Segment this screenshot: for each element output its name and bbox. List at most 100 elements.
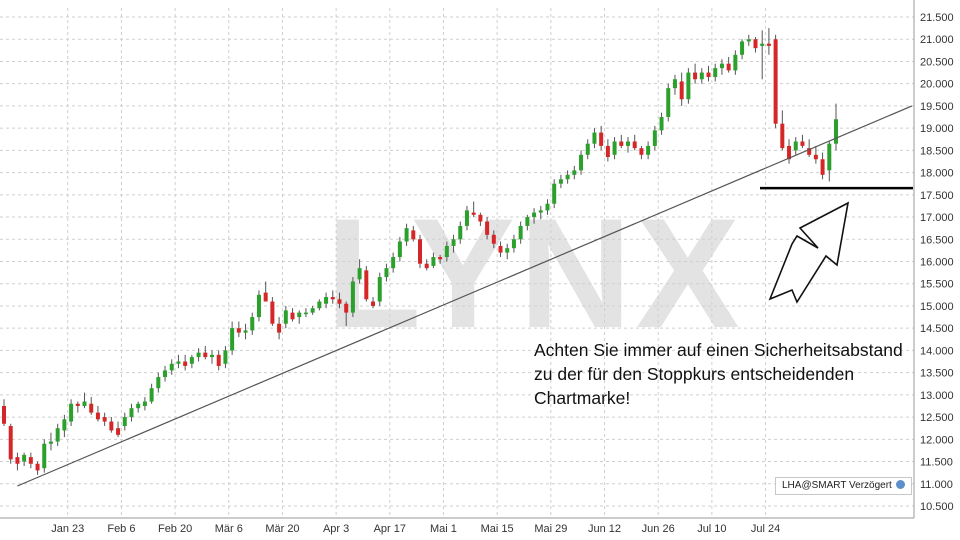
candle bbox=[458, 221, 463, 244]
candle-body bbox=[42, 443, 47, 469]
candle-body bbox=[371, 301, 376, 306]
candle bbox=[122, 412, 127, 431]
candle-body bbox=[666, 88, 671, 118]
candle-body bbox=[223, 350, 228, 364]
candle bbox=[116, 421, 121, 438]
candle bbox=[532, 208, 537, 224]
candle-body bbox=[384, 268, 389, 278]
candle bbox=[679, 72, 684, 106]
candle bbox=[646, 141, 651, 160]
candle-body bbox=[834, 119, 838, 144]
candle bbox=[344, 301, 349, 326]
annotation-line: Achten Sie immer auf einen Sicherheitsab… bbox=[534, 340, 903, 360]
y-tick-label: 15.000 bbox=[920, 301, 954, 313]
annotation-text: Achten Sie immer auf einen Sicherheitsab… bbox=[534, 338, 904, 410]
candle bbox=[230, 321, 235, 355]
candle bbox=[746, 34, 751, 46]
candle bbox=[22, 452, 27, 466]
x-axis: Jan 23 Feb 6 Feb 20 Mär 6 Mär 20 Apr 3 Apr 17 M… bbox=[51, 523, 780, 535]
candle bbox=[773, 34, 778, 129]
candle-body bbox=[391, 257, 396, 269]
candle bbox=[719, 59, 724, 75]
candle bbox=[431, 252, 436, 269]
candle bbox=[324, 292, 329, 309]
candle-body bbox=[760, 43, 765, 46]
candle-body bbox=[820, 159, 825, 175]
candle-body bbox=[532, 212, 537, 218]
candle-body bbox=[659, 117, 664, 131]
data-source-badge: LHA@SMART Verzögert bbox=[775, 477, 912, 495]
candle-body bbox=[122, 417, 127, 426]
x-tick-label: Jul 24 bbox=[751, 523, 780, 535]
candle-body bbox=[397, 241, 402, 258]
candle bbox=[95, 405, 100, 422]
candle bbox=[196, 348, 201, 362]
candle bbox=[149, 383, 154, 404]
x-tick-label: Jan 23 bbox=[51, 523, 84, 535]
y-tick-label: 12.500 bbox=[920, 412, 954, 424]
candle-body bbox=[337, 299, 342, 304]
candle-body bbox=[592, 132, 597, 144]
candle bbox=[498, 241, 503, 258]
candle-body bbox=[679, 81, 684, 100]
candle bbox=[726, 57, 731, 73]
candle bbox=[142, 397, 147, 411]
candle-body bbox=[498, 245, 503, 253]
candle bbox=[42, 439, 47, 473]
y-tick-label: 12.000 bbox=[920, 434, 954, 446]
candle bbox=[89, 397, 94, 415]
candle bbox=[8, 423, 13, 464]
candle bbox=[793, 137, 798, 155]
candle bbox=[48, 432, 53, 451]
candle-body bbox=[652, 130, 657, 146]
candle bbox=[592, 128, 597, 149]
candle-body bbox=[726, 63, 731, 71]
candle bbox=[129, 403, 134, 422]
candle-body bbox=[48, 441, 53, 444]
candle bbox=[35, 461, 40, 475]
candle-body bbox=[612, 141, 617, 155]
candle-body bbox=[8, 425, 13, 460]
candle bbox=[371, 297, 376, 309]
candle-body bbox=[15, 457, 20, 464]
candle-body bbox=[800, 141, 805, 146]
x-tick-label: Mai 1 bbox=[430, 523, 457, 535]
candle-body bbox=[753, 39, 758, 49]
candle-body bbox=[693, 72, 698, 80]
candle bbox=[626, 137, 630, 153]
candle-body bbox=[116, 428, 121, 435]
y-tick-label: 14.000 bbox=[920, 345, 954, 357]
candle bbox=[391, 252, 396, 273]
candle-body bbox=[505, 248, 510, 253]
candle bbox=[666, 83, 671, 122]
candle bbox=[163, 365, 168, 382]
candle-body bbox=[518, 225, 523, 240]
candle-body bbox=[626, 141, 630, 146]
candle-body bbox=[478, 214, 483, 222]
candle-body bbox=[250, 317, 255, 331]
candle bbox=[599, 125, 604, 151]
candle bbox=[277, 317, 282, 340]
candle-body bbox=[672, 79, 677, 89]
candle bbox=[397, 237, 402, 262]
candle bbox=[438, 254, 443, 264]
candle bbox=[699, 68, 704, 84]
candle-body bbox=[230, 328, 235, 351]
candle-body bbox=[431, 257, 436, 266]
globe-icon bbox=[895, 480, 905, 489]
candle-body bbox=[277, 323, 282, 333]
candle-body bbox=[149, 388, 154, 402]
candle-body bbox=[464, 210, 469, 226]
candle-body bbox=[142, 401, 147, 406]
candle-body bbox=[471, 212, 476, 215]
candle-body bbox=[2, 405, 6, 424]
candle-body bbox=[572, 170, 577, 175]
candle bbox=[136, 401, 141, 413]
candle bbox=[639, 145, 644, 160]
candle-body bbox=[256, 294, 261, 318]
candle bbox=[102, 412, 107, 426]
candle bbox=[411, 225, 416, 242]
candle-body bbox=[156, 377, 161, 389]
candle bbox=[827, 141, 832, 182]
candle bbox=[478, 212, 483, 226]
